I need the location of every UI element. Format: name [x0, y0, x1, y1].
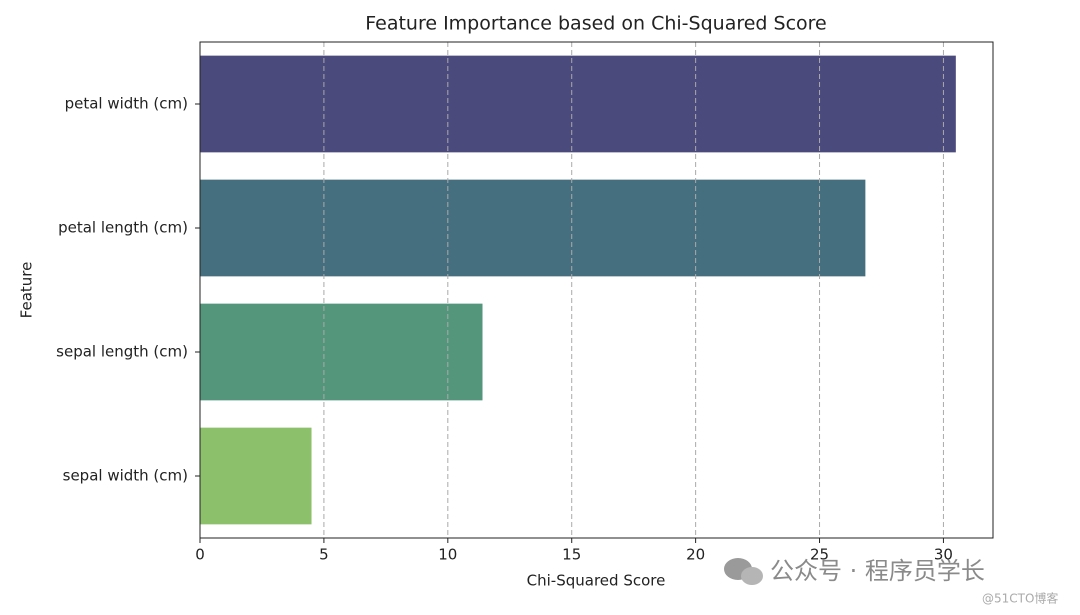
bar	[200, 179, 866, 277]
bar	[200, 55, 956, 153]
watermark-source: @51CTO博客	[982, 591, 1058, 606]
x-tick-label: 5	[319, 546, 329, 564]
bar	[200, 427, 312, 525]
watermark-icon	[724, 558, 763, 585]
x-tick-label: 25	[810, 546, 829, 564]
x-axis-label: Chi-Squared Score	[527, 572, 666, 590]
chart-title: Feature Importance based on Chi-Squared …	[365, 13, 827, 35]
x-tick-label: 15	[562, 546, 581, 564]
x-tick-label: 0	[195, 546, 205, 564]
x-tick-label: 10	[438, 546, 457, 564]
y-tick-label: petal length (cm)	[58, 219, 188, 237]
x-tick-label: 30	[934, 546, 953, 564]
plot-frame	[199, 41, 994, 539]
bar	[200, 303, 483, 401]
watermark: 公众号 · 程序员学长	[770, 557, 985, 585]
y-axis-label: Feature	[18, 262, 36, 319]
x-tick-label: 20	[686, 546, 705, 564]
y-tick-label: petal width (cm)	[65, 95, 188, 113]
y-tick-label: sepal length (cm)	[56, 343, 188, 361]
y-tick-label: sepal width (cm)	[63, 467, 188, 485]
